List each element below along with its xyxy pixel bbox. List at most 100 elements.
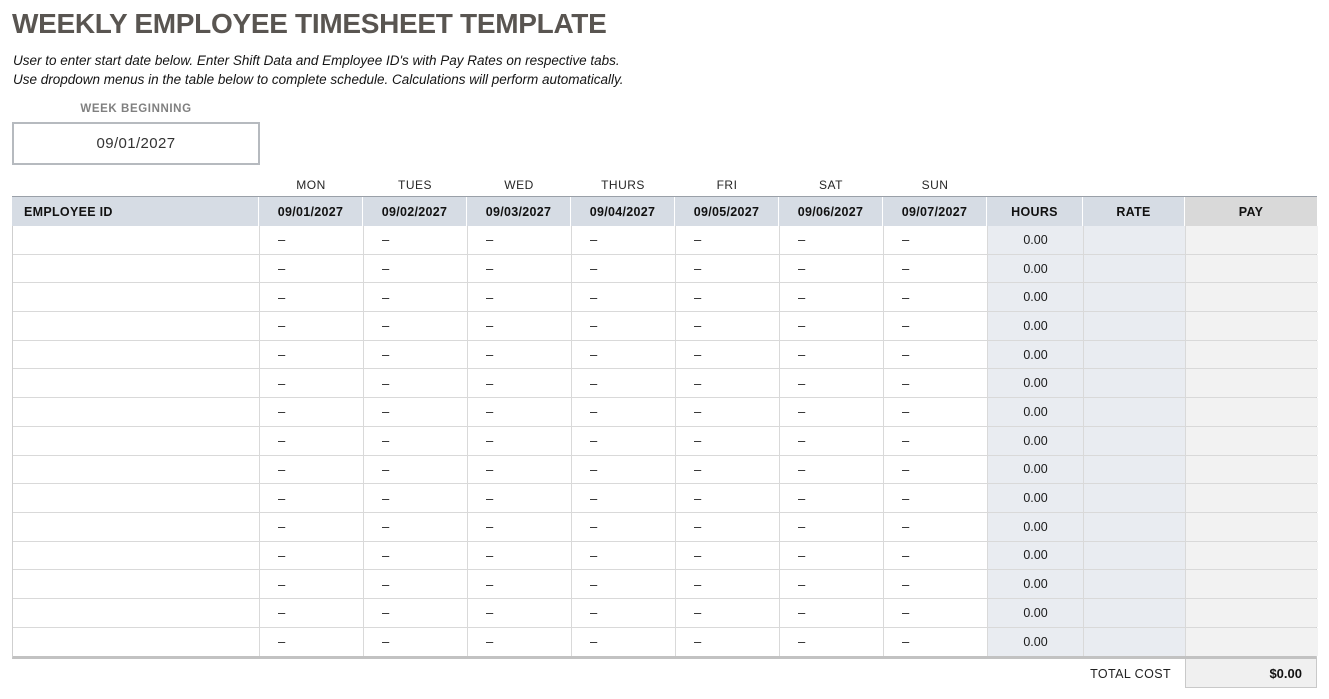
shift-cell-fri[interactable]: – — [676, 369, 780, 398]
shift-cell-thurs[interactable]: – — [572, 426, 676, 455]
rate-cell[interactable] — [1084, 598, 1186, 627]
shift-cell-tues[interactable]: – — [364, 340, 468, 369]
shift-cell-sun[interactable]: – — [884, 484, 988, 512]
shift-cell-thurs[interactable]: – — [572, 455, 676, 484]
shift-cell-mon[interactable]: – — [260, 541, 364, 570]
shift-cell-tues[interactable]: – — [364, 627, 468, 657]
shift-cell-tues[interactable]: – — [364, 312, 468, 340]
shift-cell-wed[interactable]: – — [468, 254, 572, 283]
shift-cell-fri[interactable]: – — [676, 598, 780, 627]
shift-cell-tues[interactable]: – — [364, 283, 468, 312]
rate-cell[interactable] — [1084, 312, 1186, 340]
shift-cell-sat[interactable]: – — [780, 512, 884, 541]
shift-cell-tues[interactable]: – — [364, 598, 468, 627]
employee-id-cell[interactable] — [13, 398, 260, 426]
shift-cell-fri[interactable]: – — [676, 312, 780, 340]
shift-cell-fri[interactable]: – — [676, 340, 780, 369]
shift-cell-thurs[interactable]: – — [572, 484, 676, 512]
employee-id-cell[interactable] — [13, 226, 260, 254]
shift-cell-fri[interactable]: – — [676, 254, 780, 283]
shift-cell-sat[interactable]: – — [780, 283, 884, 312]
shift-cell-tues[interactable]: – — [364, 484, 468, 512]
shift-cell-fri[interactable]: – — [676, 541, 780, 570]
shift-cell-wed[interactable]: – — [468, 570, 572, 598]
shift-cell-fri[interactable]: – — [676, 627, 780, 657]
shift-cell-sun[interactable]: – — [884, 312, 988, 340]
shift-cell-fri[interactable]: – — [676, 398, 780, 426]
shift-cell-wed[interactable]: – — [468, 541, 572, 570]
rate-cell[interactable] — [1084, 398, 1186, 426]
shift-cell-mon[interactable]: – — [260, 512, 364, 541]
shift-cell-mon[interactable]: – — [260, 484, 364, 512]
shift-cell-wed[interactable]: – — [468, 512, 572, 541]
shift-cell-sun[interactable]: – — [884, 627, 988, 657]
shift-cell-tues[interactable]: – — [364, 369, 468, 398]
shift-cell-fri[interactable]: – — [676, 570, 780, 598]
rate-cell[interactable] — [1084, 340, 1186, 369]
shift-cell-sat[interactable]: – — [780, 484, 884, 512]
employee-id-cell[interactable] — [13, 541, 260, 570]
shift-cell-sun[interactable]: – — [884, 283, 988, 312]
shift-cell-thurs[interactable]: – — [572, 541, 676, 570]
shift-cell-wed[interactable]: – — [468, 598, 572, 627]
shift-cell-thurs[interactable]: – — [572, 254, 676, 283]
rate-cell[interactable] — [1084, 627, 1186, 657]
shift-cell-fri[interactable]: – — [676, 226, 780, 254]
shift-cell-mon[interactable]: – — [260, 226, 364, 254]
shift-cell-thurs[interactable]: – — [572, 570, 676, 598]
shift-cell-thurs[interactable]: – — [572, 598, 676, 627]
shift-cell-wed[interactable]: – — [468, 312, 572, 340]
shift-cell-sun[interactable]: – — [884, 455, 988, 484]
shift-cell-wed[interactable]: – — [468, 226, 572, 254]
shift-cell-tues[interactable]: – — [364, 570, 468, 598]
shift-cell-mon[interactable]: – — [260, 627, 364, 657]
employee-id-cell[interactable] — [13, 598, 260, 627]
shift-cell-mon[interactable]: – — [260, 369, 364, 398]
rate-cell[interactable] — [1084, 226, 1186, 254]
shift-cell-sun[interactable]: – — [884, 369, 988, 398]
shift-cell-wed[interactable]: – — [468, 369, 572, 398]
employee-id-cell[interactable] — [13, 627, 260, 657]
shift-cell-wed[interactable]: – — [468, 627, 572, 657]
shift-cell-sat[interactable]: – — [780, 398, 884, 426]
shift-cell-wed[interactable]: – — [468, 484, 572, 512]
employee-id-cell[interactable] — [13, 484, 260, 512]
rate-cell[interactable] — [1084, 426, 1186, 455]
rate-cell[interactable] — [1084, 484, 1186, 512]
shift-cell-sat[interactable]: – — [780, 254, 884, 283]
shift-cell-thurs[interactable]: – — [572, 283, 676, 312]
shift-cell-tues[interactable]: – — [364, 254, 468, 283]
rate-cell[interactable] — [1084, 369, 1186, 398]
shift-cell-mon[interactable]: – — [260, 398, 364, 426]
shift-cell-tues[interactable]: – — [364, 426, 468, 455]
shift-cell-sat[interactable]: – — [780, 226, 884, 254]
shift-cell-mon[interactable]: – — [260, 426, 364, 455]
shift-cell-thurs[interactable]: – — [572, 512, 676, 541]
shift-cell-sat[interactable]: – — [780, 541, 884, 570]
shift-cell-sun[interactable]: – — [884, 340, 988, 369]
shift-cell-wed[interactable]: – — [468, 340, 572, 369]
rate-cell[interactable] — [1084, 512, 1186, 541]
week-beginning-input[interactable]: 09/01/2027 — [12, 122, 260, 165]
shift-cell-mon[interactable]: – — [260, 312, 364, 340]
employee-id-cell[interactable] — [13, 340, 260, 369]
shift-cell-sun[interactable]: – — [884, 512, 988, 541]
shift-cell-sat[interactable]: – — [780, 570, 884, 598]
shift-cell-tues[interactable]: – — [364, 512, 468, 541]
shift-cell-wed[interactable]: – — [468, 455, 572, 484]
rate-cell[interactable] — [1084, 455, 1186, 484]
shift-cell-wed[interactable]: – — [468, 283, 572, 312]
shift-cell-mon[interactable]: – — [260, 570, 364, 598]
shift-cell-mon[interactable]: – — [260, 283, 364, 312]
rate-cell[interactable] — [1084, 541, 1186, 570]
shift-cell-sat[interactable]: – — [780, 426, 884, 455]
shift-cell-sat[interactable]: – — [780, 312, 884, 340]
shift-cell-mon[interactable]: – — [260, 340, 364, 369]
shift-cell-tues[interactable]: – — [364, 541, 468, 570]
shift-cell-tues[interactable]: – — [364, 398, 468, 426]
shift-cell-thurs[interactable]: – — [572, 369, 676, 398]
employee-id-cell[interactable] — [13, 312, 260, 340]
shift-cell-sun[interactable]: – — [884, 398, 988, 426]
employee-id-cell[interactable] — [13, 254, 260, 283]
employee-id-cell[interactable] — [13, 455, 260, 484]
